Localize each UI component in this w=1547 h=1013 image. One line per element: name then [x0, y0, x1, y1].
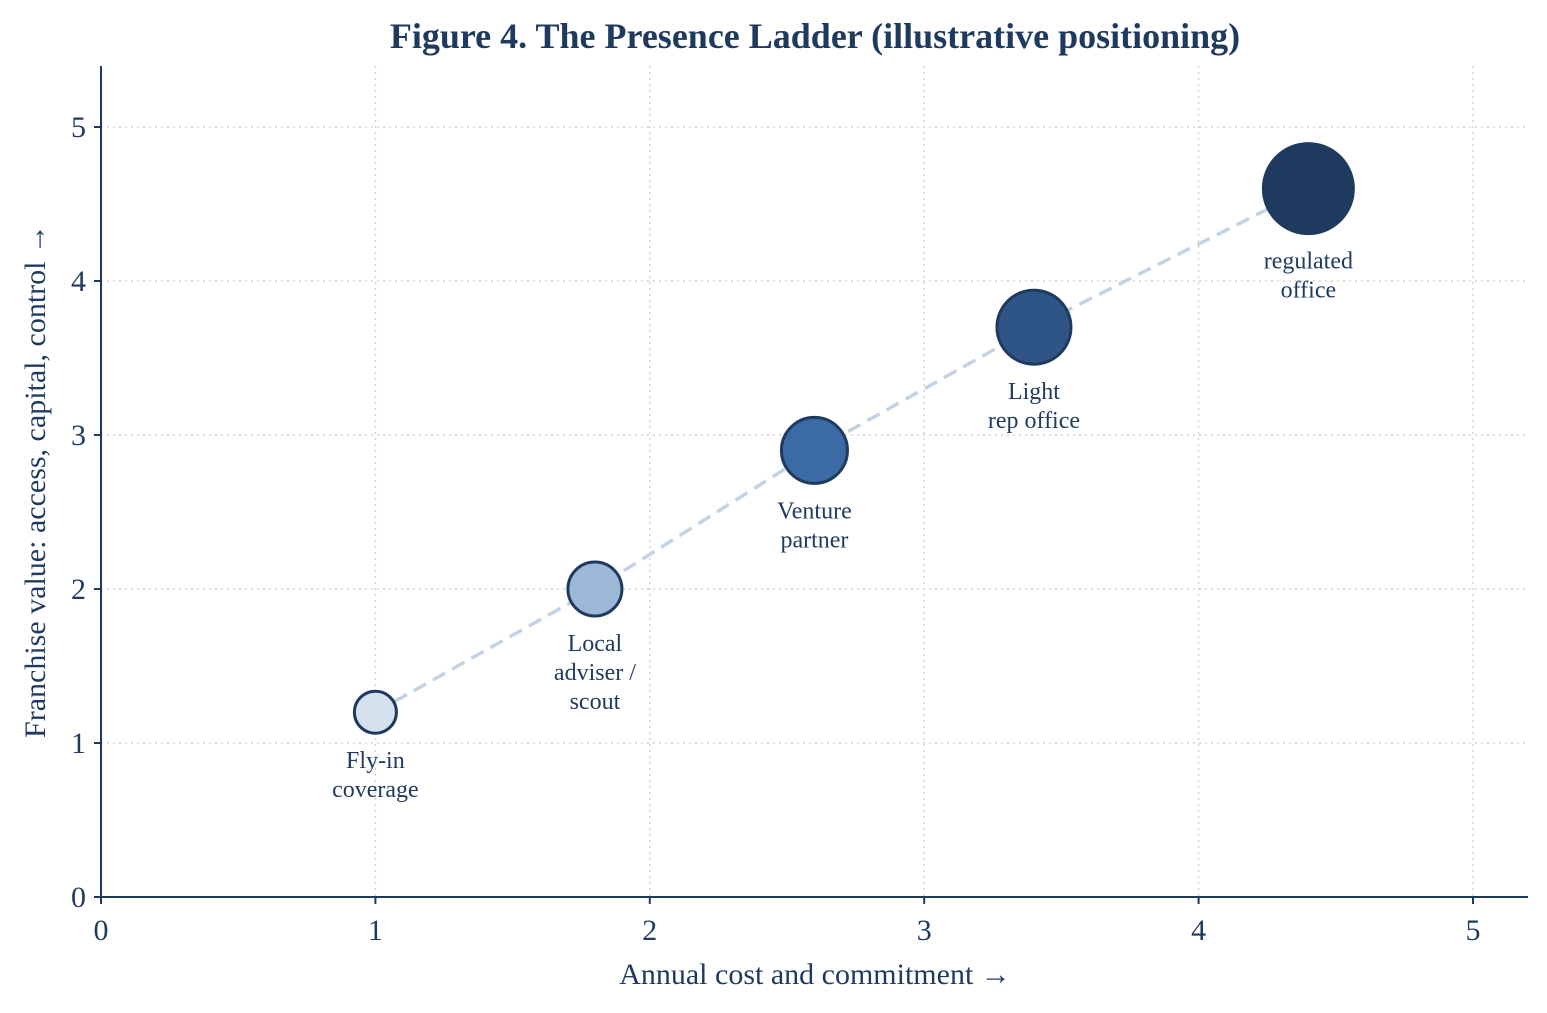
y-tick-label: 0	[71, 881, 86, 914]
chart-title: Figure 4. The Presence Ladder (illustrat…	[390, 16, 1240, 56]
point-labels: Fly-in coverage Local adviser / scout Venture…	[332, 249, 1353, 804]
x-tick-label: 5	[1466, 914, 1481, 947]
x-tick-label: 3	[917, 914, 932, 947]
data-point	[1261, 142, 1355, 236]
data-point	[779, 415, 849, 485]
y-tick-label: 1	[71, 727, 86, 760]
point-label: Venture partner	[777, 498, 852, 553]
x-tick-label: 2	[642, 914, 657, 947]
x-tick-label: 4	[1191, 914, 1206, 947]
point-label: Light rep office	[988, 379, 1080, 434]
tick-labels: 0 1 2 3 4 5 0 1 2 3 4 5	[71, 111, 1481, 947]
y-tick-label: 4	[71, 265, 86, 298]
y-tick-label: 2	[71, 573, 86, 606]
point-label: regulated office	[1264, 249, 1353, 304]
point-label: Local adviser / scout	[554, 631, 636, 715]
x-axis-label: Annual cost and commitment →	[619, 958, 1011, 991]
data-point	[566, 560, 624, 618]
point-label: Fly-in coverage	[332, 748, 419, 803]
data-point	[352, 689, 398, 735]
axes	[94, 66, 1528, 904]
data-point	[995, 288, 1073, 366]
x-tick-label: 1	[368, 914, 383, 947]
grid-lines	[101, 66, 1528, 897]
x-tick-label: 0	[94, 914, 109, 947]
y-tick-label: 3	[71, 419, 86, 452]
y-axis-label: Franchise value: access, capital, contro…	[19, 224, 52, 738]
data-points	[352, 142, 1355, 735]
y-tick-label: 5	[71, 111, 86, 144]
